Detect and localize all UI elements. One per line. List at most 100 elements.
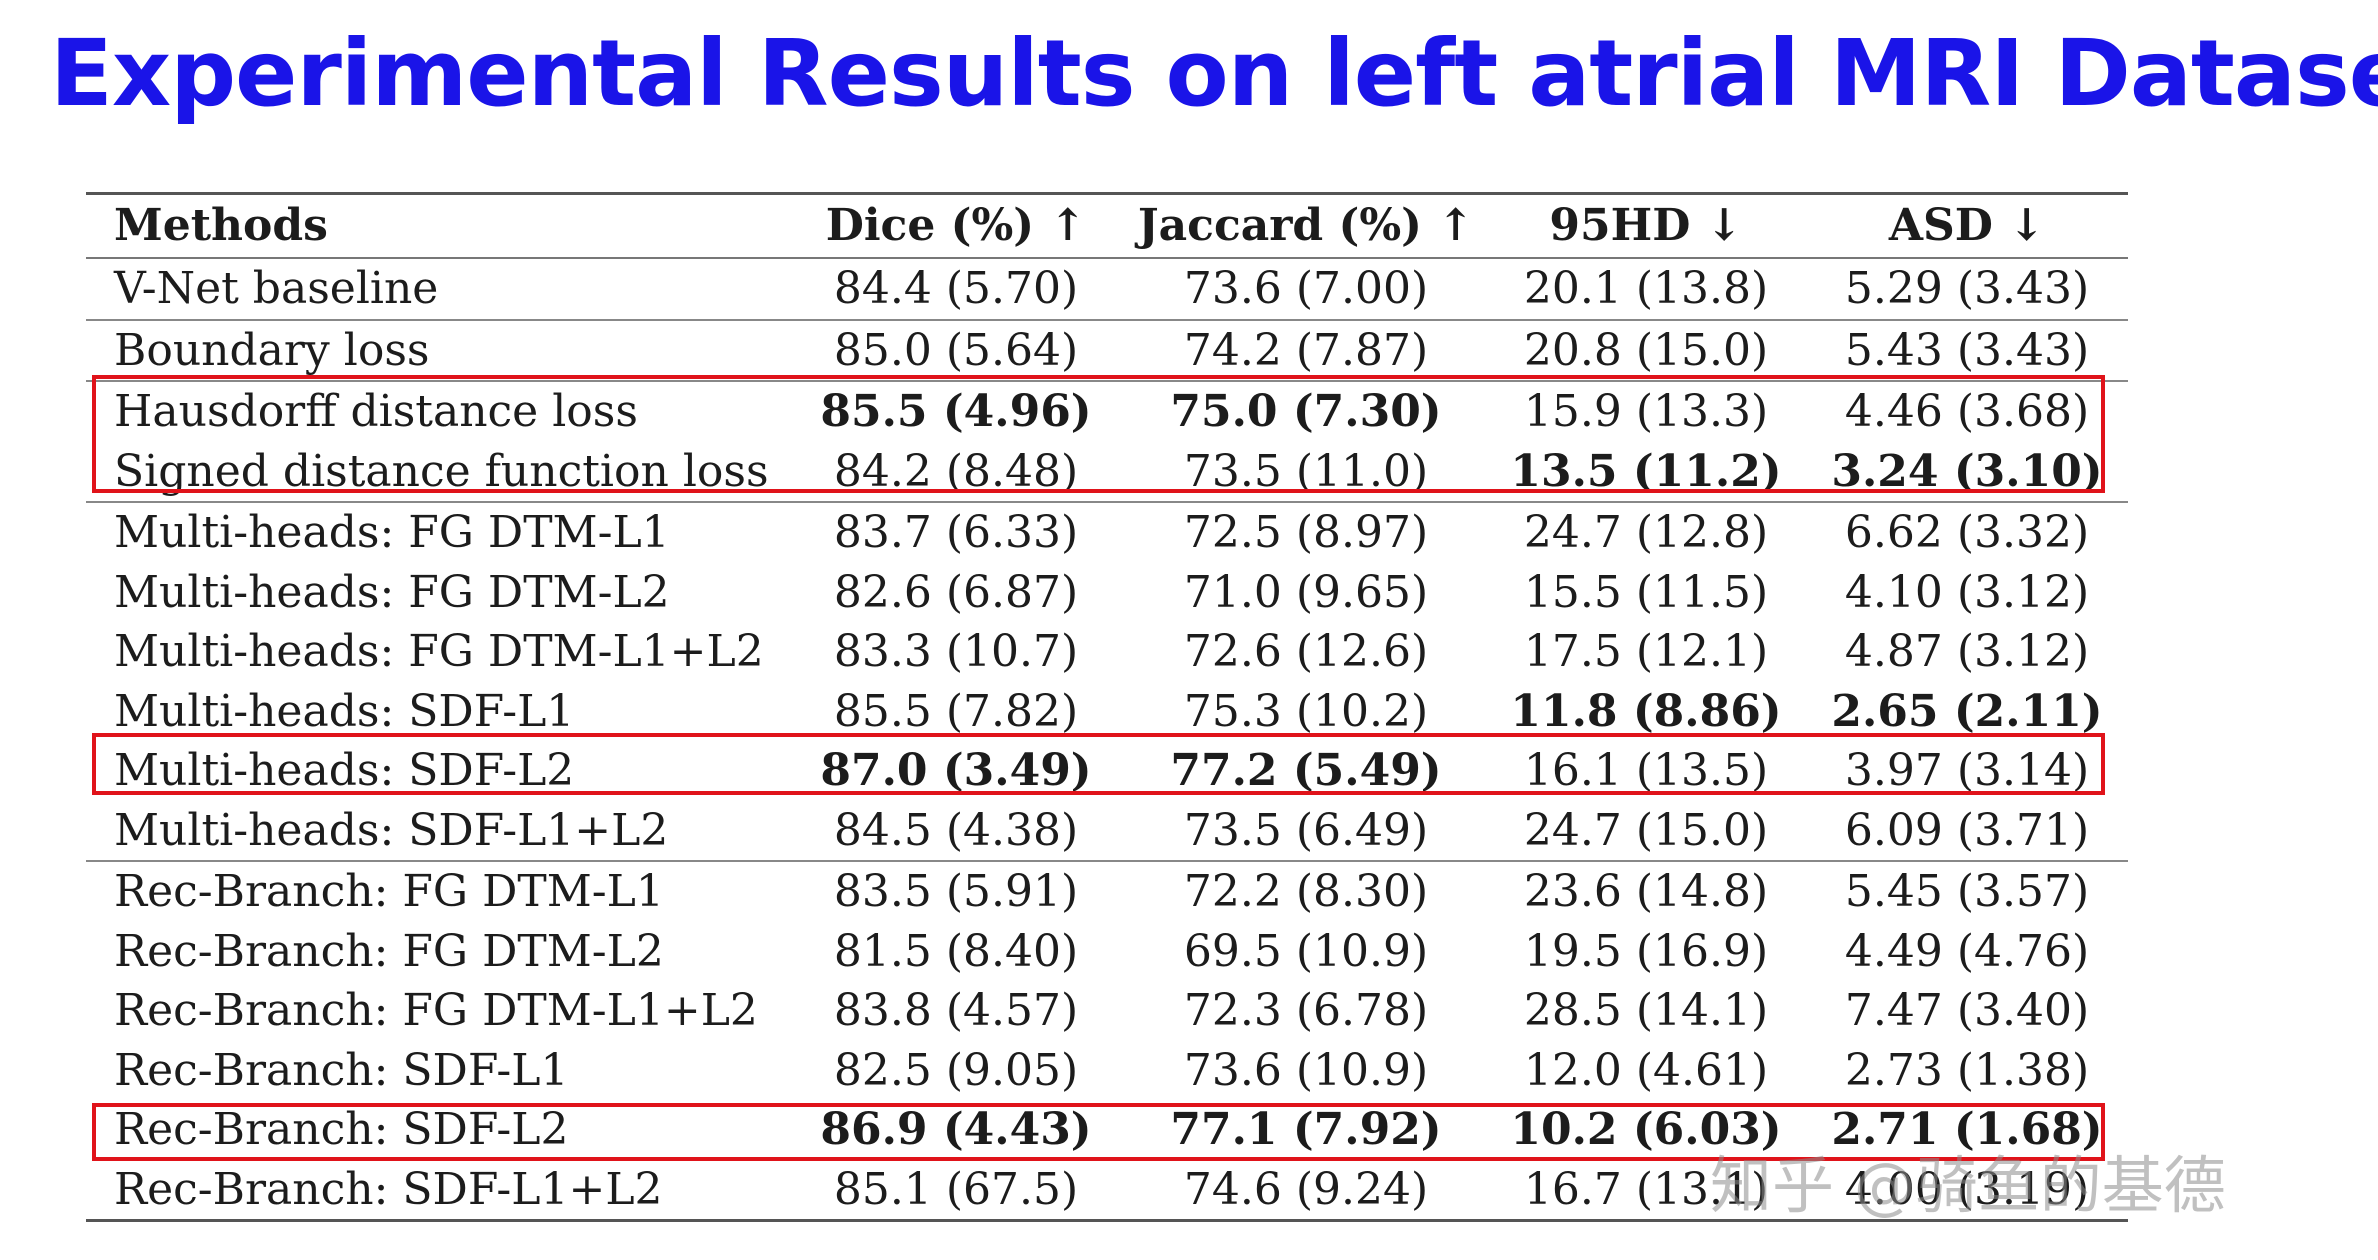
- method-cell: Rec-Branch: FG DTM-L1: [86, 860, 786, 922]
- jaccard-cell: 77.1 (7.92): [1170, 1104, 1442, 1155]
- hd95-cell: 16.1 (13.5): [1523, 745, 1769, 796]
- asd-cell: 4.49 (4.76): [1844, 925, 2090, 977]
- highlight-box-multiheads-sdf-l2: [92, 733, 2105, 795]
- results-table: Methods Dice (%) ↑ Jaccard (%) ↑ 95HD ↓ …: [86, 192, 2128, 1222]
- jaccard-cell: 75.3 (10.2): [1183, 685, 1429, 737]
- hd95-cell: 23.6 (14.8): [1486, 860, 1806, 922]
- dice-cell: 84.5 (4.38): [833, 804, 1079, 856]
- table-row: Multi-heads: FG DTM-L2 82.6 (6.87) 71.0 …: [86, 563, 2128, 623]
- hd95-cell: 19.5 (16.9): [1523, 925, 1769, 977]
- jaccard-cell: 73.5 (11.0): [1183, 445, 1429, 497]
- page-title: Experimental Results on left atrial MRI …: [50, 20, 2378, 127]
- asd-cell: 7.47 (3.40): [1844, 985, 2090, 1036]
- table-row: Hausdorff distance loss 85.5 (4.96) 75.0…: [86, 380, 2128, 442]
- highlight-box-loss-functions: [92, 375, 2105, 493]
- dice-cell: 85.5 (4.96): [786, 380, 1126, 442]
- dice-cell: 83.8 (4.57): [833, 985, 1079, 1036]
- table-row: Rec-Branch: SDF-L1+L2 85.1 (67.5) 74.6 (…: [86, 1159, 2128, 1222]
- asd-cell: 4.00 (3.19): [1806, 1159, 2128, 1222]
- asd-cell: 4.87 (3.12): [1844, 626, 2090, 677]
- dice-cell: 85.1 (67.5): [786, 1159, 1126, 1222]
- header-jaccard: Jaccard (%) ↑: [1126, 192, 1486, 259]
- method-cell: Boundary loss: [86, 318, 786, 381]
- table-row: Signed distance function loss 84.2 (8.48…: [86, 442, 2128, 503]
- method-cell: Multi-heads: FG DTM-L1: [86, 501, 786, 563]
- watermark: 知乎 @骑鱼的基德: [1710, 1149, 2226, 1222]
- dice-cell: 84.2 (8.48): [833, 445, 1079, 497]
- hd95-cell: 12.0 (4.61): [1523, 1044, 1769, 1096]
- method-cell: Multi-heads: SDF-L1+L2: [114, 804, 669, 856]
- table-row: Rec-Branch: FG DTM-L1+L2 83.8 (4.57) 72.…: [86, 981, 2128, 1041]
- method-cell: Rec-Branch: SDF-L2: [114, 1104, 569, 1155]
- asd-cell: 5.29 (3.43): [1844, 263, 2090, 314]
- header-95hd: 95HD ↓: [1486, 192, 1806, 259]
- hd95-cell: 20.8 (15.0): [1486, 318, 1806, 381]
- method-cell: Signed distance function loss: [114, 445, 769, 497]
- method-cell: Multi-heads: FG DTM-L2: [114, 566, 670, 618]
- asd-cell: 5.43 (3.43): [1806, 318, 2128, 381]
- method-cell: Multi-heads: FG DTM-L1+L2: [114, 626, 764, 677]
- asd-cell: 3.24 (3.10): [1831, 445, 2103, 497]
- method-cell: Multi-heads: SDF-L2: [114, 745, 575, 796]
- method-cell: Rec-Branch: SDF-L1+L2: [86, 1159, 786, 1222]
- dice-cell: 85.5 (7.82): [833, 685, 1079, 737]
- dice-cell: 82.5 (9.05): [833, 1044, 1079, 1096]
- method-cell: Rec-Branch: SDF-L1: [114, 1044, 569, 1096]
- results-table-container: Methods Dice (%) ↑ Jaccard (%) ↑ 95HD ↓ …: [86, 192, 2128, 1222]
- dice-cell: 86.9 (4.43): [820, 1104, 1092, 1155]
- hd95-cell: 16.7 (13.1): [1486, 1159, 1806, 1222]
- table-row: Rec-Branch: SDF-L1 82.5 (9.05) 73.6 (10.…: [86, 1041, 2128, 1101]
- table-row: V-Net baseline 84.4 (5.70) 73.6 (7.00) 2…: [86, 258, 2128, 320]
- dice-cell: 81.5 (8.40): [833, 925, 1079, 977]
- asd-cell: 3.97 (3.14): [1844, 745, 2090, 796]
- hd95-cell: 15.5 (11.5): [1523, 566, 1769, 618]
- jaccard-cell: 74.6 (9.24): [1126, 1159, 1486, 1222]
- hd95-cell: 20.1 (13.8): [1523, 263, 1769, 314]
- hd95-cell: 10.2 (6.03): [1510, 1104, 1782, 1155]
- hd95-cell: 11.8 (8.86): [1510, 685, 1782, 737]
- header-asd: ASD ↓: [1806, 192, 2128, 259]
- method-cell: Hausdorff distance loss: [86, 380, 786, 442]
- dice-cell: 83.7 (6.33): [786, 501, 1126, 563]
- jaccard-cell: 73.6 (10.9): [1183, 1044, 1429, 1096]
- table-row: Multi-heads: FG DTM-L1 83.7 (6.33) 72.5 …: [86, 501, 2128, 563]
- hd95-cell: 28.5 (14.1): [1523, 985, 1769, 1036]
- asd-cell: 4.46 (3.68): [1806, 380, 2128, 442]
- dice-cell: 85.0 (5.64): [786, 318, 1126, 381]
- method-cell: Rec-Branch: FG DTM-L2: [114, 925, 664, 977]
- asd-cell: 2.65 (2.11): [1831, 685, 2103, 737]
- hd95-cell: 24.7 (12.8): [1486, 501, 1806, 563]
- hd95-cell: 13.5 (11.2): [1510, 445, 1782, 497]
- table-row: Rec-Branch: FG DTM-L2 81.5 (8.40) 69.5 (…: [86, 922, 2128, 982]
- jaccard-cell: 69.5 (10.9): [1183, 925, 1429, 977]
- jaccard-cell: 77.2 (5.49): [1170, 745, 1442, 796]
- jaccard-cell: 72.5 (8.97): [1126, 501, 1486, 563]
- table-row: Multi-heads: SDF-L1 85.5 (7.82) 75.3 (10…: [86, 682, 2128, 742]
- highlight-box-recbranch-sdf-l2: [92, 1103, 2105, 1161]
- table-row: Rec-Branch: SDF-L2 86.9 (4.43) 77.1 (7.9…: [86, 1100, 2128, 1160]
- jaccard-cell: 72.3 (6.78): [1183, 985, 1429, 1036]
- table-row: Multi-heads: FG DTM-L1+L2 83.3 (10.7) 72…: [86, 622, 2128, 682]
- header-methods: Methods: [86, 192, 786, 259]
- jaccard-cell: 71.0 (9.65): [1183, 566, 1429, 618]
- jaccard-cell: 75.0 (7.30): [1126, 380, 1486, 442]
- table-row: Boundary loss 85.0 (5.64) 74.2 (7.87) 20…: [86, 318, 2128, 381]
- dice-cell: 83.3 (10.7): [833, 626, 1079, 677]
- hd95-cell: 15.9 (13.3): [1486, 380, 1806, 442]
- asd-cell: 2.73 (1.38): [1844, 1044, 2090, 1096]
- jaccard-cell: 72.6 (12.6): [1183, 626, 1429, 677]
- asd-cell: 5.45 (3.57): [1806, 860, 2128, 922]
- method-cell: V-Net baseline: [114, 263, 439, 314]
- jaccard-cell: 74.2 (7.87): [1126, 318, 1486, 381]
- jaccard-cell: 73.6 (7.00): [1183, 263, 1429, 314]
- method-cell: Rec-Branch: FG DTM-L1+L2: [114, 985, 758, 1036]
- table-row: Multi-heads: SDF-L2 87.0 (3.49) 77.2 (5.…: [86, 741, 2128, 801]
- asd-cell: 6.62 (3.32): [1806, 501, 2128, 563]
- hd95-cell: 17.5 (12.1): [1523, 626, 1769, 677]
- hd95-cell: 24.7 (15.0): [1523, 804, 1769, 856]
- asd-cell: 4.10 (3.12): [1844, 566, 2090, 618]
- dice-cell: 83.5 (5.91): [786, 860, 1126, 922]
- table-header-row: Methods Dice (%) ↑ Jaccard (%) ↑ 95HD ↓ …: [86, 192, 2128, 259]
- method-cell: Multi-heads: SDF-L1: [114, 685, 575, 737]
- asd-cell: 6.09 (3.71): [1844, 804, 2090, 856]
